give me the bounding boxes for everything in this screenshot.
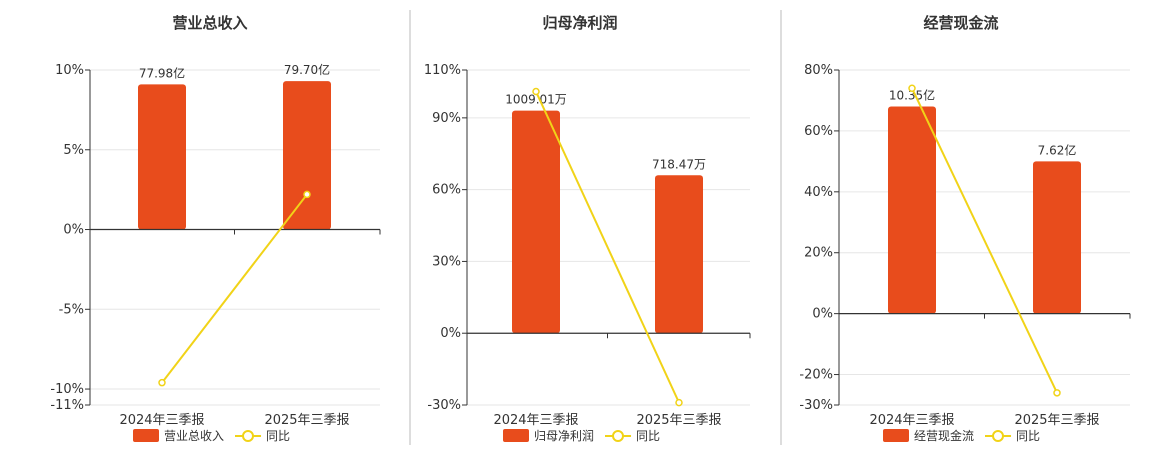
yoy-point — [675, 398, 683, 407]
bar-value-label: 718.47万 — [652, 157, 706, 171]
x-category-label: 2024年三季报 — [119, 413, 204, 428]
yoy-point — [532, 87, 540, 96]
y-tick-label: 30% — [432, 254, 461, 269]
y-tick-label: 90% — [432, 111, 461, 126]
y-tick-label: 5% — [63, 143, 84, 158]
y-tick-label: -30% — [427, 398, 461, 413]
chart-panel-net-profit: 归母净利润 110% 90% 60% 30% 0% -30% 1009.01万 718.47万… — [424, 14, 751, 443]
bar-value-label: 79.70亿 — [284, 62, 330, 77]
legend-line-marker — [992, 430, 1004, 442]
legend-bar-label: 归母净利润 — [534, 429, 594, 443]
legend-line-marker — [612, 430, 624, 442]
y-tick-label: 60% — [432, 183, 461, 198]
x-category-label: 2025年三季报 — [636, 413, 721, 428]
chart-panel-revenue: 营业总收入 10% 5% 0% -5% -10%-11% 77.98亿 79.70亿 2024… — [50, 14, 381, 443]
legend-line-marker — [242, 430, 254, 442]
y-tick-label: 80% — [804, 63, 833, 78]
y-tick-label: -10% — [50, 382, 84, 397]
legend-bar-label: 经营现金流 — [914, 428, 974, 443]
y-tick-label: 0% — [63, 223, 84, 238]
bar — [655, 175, 703, 334]
bar — [283, 81, 331, 230]
x-category-label: 2024年三季报 — [869, 413, 954, 428]
legend-line-label: 同比 — [1016, 429, 1040, 443]
chart-panel-cash-flow: 经营现金流 80% 60% 40% 20% 0% -20% -30% 10.35亿 7.62亿 2… — [799, 14, 1131, 443]
y-tick-label: 110% — [424, 63, 461, 78]
legend-line-label: 同比 — [636, 429, 660, 443]
legend-bar-swatch — [133, 429, 159, 442]
chart-title: 营业总收入 — [172, 14, 247, 32]
bar — [1033, 161, 1081, 314]
yoy-point — [303, 190, 311, 199]
y-tick-label: 0% — [440, 326, 461, 341]
bar-value-label: 77.98亿 — [139, 65, 185, 80]
bar — [138, 84, 186, 230]
legend-line-label: 同比 — [266, 429, 290, 443]
x-category-label: 2025年三季报 — [264, 413, 349, 428]
yoy-line — [161, 193, 308, 384]
yoy-point — [158, 378, 166, 387]
bar — [512, 110, 560, 334]
bar-value-label: 1009.01万 — [505, 93, 567, 107]
y-tick-label: 0% — [812, 307, 833, 322]
chart-title: 经营现金流 — [923, 14, 998, 32]
x-category-label: 2025年三季报 — [1014, 413, 1099, 428]
legend-bar-swatch — [883, 429, 909, 442]
y-tick-label: -20% — [799, 368, 833, 383]
yoy-point — [908, 84, 916, 93]
bar — [888, 106, 936, 314]
yoy-line — [535, 91, 680, 404]
legend-bar-swatch — [503, 429, 529, 442]
chart-title: 归母净利润 — [542, 14, 617, 32]
yoy-line — [911, 87, 1058, 394]
y-tick-label: -30% — [799, 398, 833, 413]
yoy-point — [1053, 389, 1061, 397]
bar-value-label: 7.62亿 — [1038, 142, 1077, 157]
y-tick-label: 20% — [804, 246, 833, 261]
bar-value-label: 10.35亿 — [889, 88, 935, 103]
x-category-label: 2024年三季报 — [493, 413, 578, 428]
y-tick-label: 40% — [804, 185, 833, 200]
y-tick-label: -11% — [50, 398, 84, 413]
legend-bar-label: 营业总收入 — [164, 429, 224, 443]
y-tick-label: 60% — [804, 124, 833, 139]
y-tick-label: 10% — [55, 63, 84, 78]
y-tick-label: -5% — [59, 302, 84, 317]
